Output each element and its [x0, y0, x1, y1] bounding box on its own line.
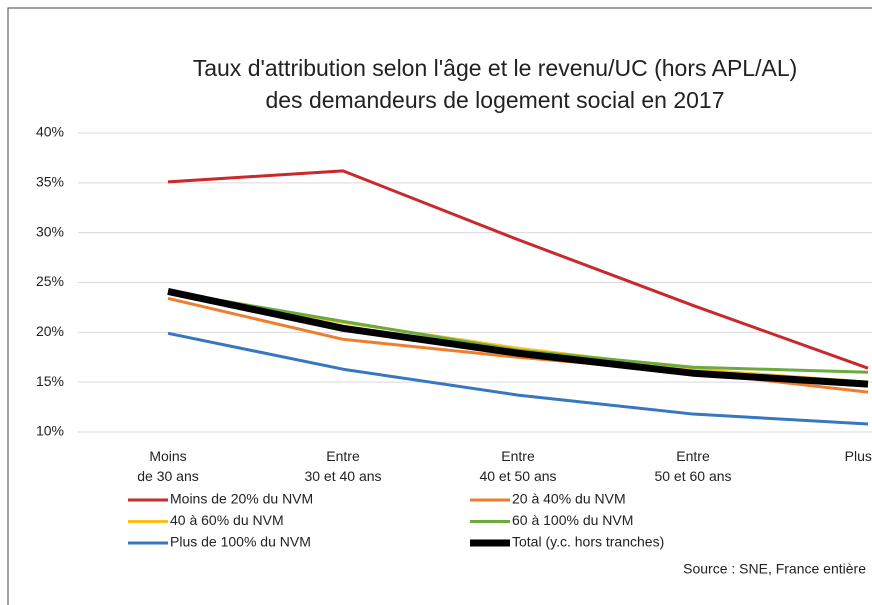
series-line	[167, 288, 869, 388]
y-tick-label: 10%	[36, 423, 64, 439]
legend-label: 40 à 60% du NVM	[170, 512, 284, 528]
legend-label: Total (y.c. hors tranches)	[512, 534, 664, 550]
series-line	[167, 331, 869, 426]
chart-title: des demandeurs de logement social en 201…	[265, 87, 724, 113]
legend-label: 60 à 100% du NVM	[512, 512, 633, 528]
source: Source : SNE, France entière	[683, 561, 866, 577]
x-tick-label: Plus de	[844, 448, 872, 464]
x-tick-label: Entre 50 et 60 ans	[654, 448, 732, 484]
frame	[7, 7, 872, 605]
y-tick-label: 15%	[36, 373, 64, 389]
legend-label: Moins de 20% du NVM	[170, 491, 313, 507]
x-tick-label: Moins de 30 ans	[137, 448, 199, 484]
legend-label: Plus de 100% du NVM	[170, 534, 311, 550]
series-line	[167, 169, 869, 370]
legend-label: 20 à 40% du NVM	[512, 491, 626, 507]
y-tick-label: 35%	[36, 174, 64, 190]
y-tick-label: 25%	[36, 273, 64, 289]
y-tick-label: 30%	[36, 223, 64, 239]
chart-title: Taux d'attribution selon l'âge et le rev…	[193, 55, 798, 81]
y-tick-label: 40%	[36, 124, 64, 140]
x-tick-label: Entre 30 et 40 ans	[304, 448, 382, 484]
y-tick-label: 20%	[36, 323, 64, 339]
x-tick-label: Entre 40 et 50 ans	[479, 448, 557, 484]
